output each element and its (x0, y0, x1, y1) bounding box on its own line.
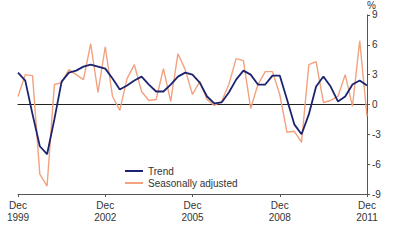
svg-text:Dec: Dec (271, 200, 289, 211)
svg-text:6: 6 (372, 39, 378, 50)
svg-text:0: 0 (372, 99, 378, 110)
svg-text:Dec: Dec (96, 200, 114, 211)
svg-text:-9: -9 (372, 189, 381, 200)
svg-text:-3: -3 (372, 129, 381, 140)
svg-text:Trend: Trend (148, 166, 174, 177)
svg-text:Seasonally adjusted: Seasonally adjusted (148, 178, 238, 189)
svg-text:1999: 1999 (7, 212, 30, 223)
svg-text:2008: 2008 (269, 212, 292, 223)
svg-text:9: 9 (372, 9, 378, 20)
svg-text:Dec: Dec (184, 200, 202, 211)
svg-text:2011: 2011 (356, 212, 378, 223)
svg-text:Dec: Dec (358, 200, 376, 211)
svg-text:Dec: Dec (9, 200, 27, 211)
svg-text:2005: 2005 (181, 212, 204, 223)
svg-text:2002: 2002 (94, 212, 117, 223)
svg-text:-6: -6 (372, 159, 381, 170)
svg-text:3: 3 (372, 69, 378, 80)
